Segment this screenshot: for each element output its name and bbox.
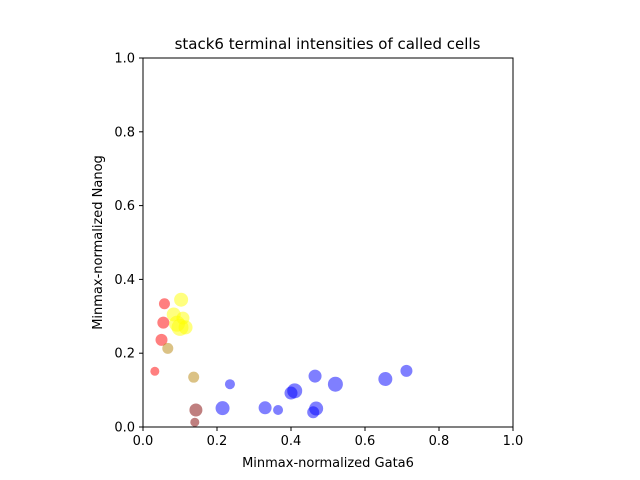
x-tick-label: 1.0: [503, 434, 524, 449]
x-tick-label: 0.2: [207, 434, 228, 449]
scatter-point: [189, 403, 203, 417]
scatter-point: [273, 405, 284, 416]
y-tick-label: 0.8: [114, 125, 135, 140]
plot-frame: [142, 57, 514, 428]
scatter-point: [287, 383, 303, 399]
scatter-point: [158, 298, 170, 310]
scatter-point: [378, 372, 393, 387]
scatter-point: [188, 371, 200, 383]
scatter-point: [327, 376, 343, 392]
scatter-point: [309, 401, 324, 416]
x-tick-label: 0.0: [133, 434, 154, 449]
scatter-point: [308, 369, 322, 383]
scatter-point: [157, 316, 170, 329]
scatter-point: [258, 401, 272, 415]
scatter-point: [224, 379, 235, 390]
scatter-point: [162, 342, 174, 354]
scatter-point: [215, 401, 230, 416]
x-axis-label: Minmax-normalized Gata6: [242, 456, 414, 471]
y-tick-label: 0.2: [114, 347, 135, 362]
x-tick-label: 0.8: [429, 434, 450, 449]
scatter-point: [174, 292, 189, 307]
y-tick-label: 1.0: [114, 52, 135, 67]
y-tick-label: 0.4: [114, 273, 135, 288]
x-tick-label: 0.4: [281, 434, 302, 449]
y-axis-ticks: 0.0 0.2 0.4 0.6 0.8 1.0: [114, 52, 143, 436]
chart-title: stack6 terminal intensities of called ce…: [175, 35, 481, 53]
scatter-point: [155, 333, 168, 346]
scatter-point: [400, 364, 413, 377]
scatter-point: [150, 366, 160, 376]
x-axis-ticks: 0.0 0.2 0.4 0.6 0.8 1.0: [133, 427, 524, 449]
y-tick-label: 0.6: [114, 199, 135, 214]
scatter-points: [150, 292, 413, 427]
scatter-point: [178, 320, 193, 335]
y-tick-label: 0.0: [114, 421, 135, 436]
scatter-point: [190, 417, 200, 427]
y-axis-label: Minmax-normalized Nanog: [91, 155, 106, 330]
x-tick-label: 0.6: [355, 434, 376, 449]
